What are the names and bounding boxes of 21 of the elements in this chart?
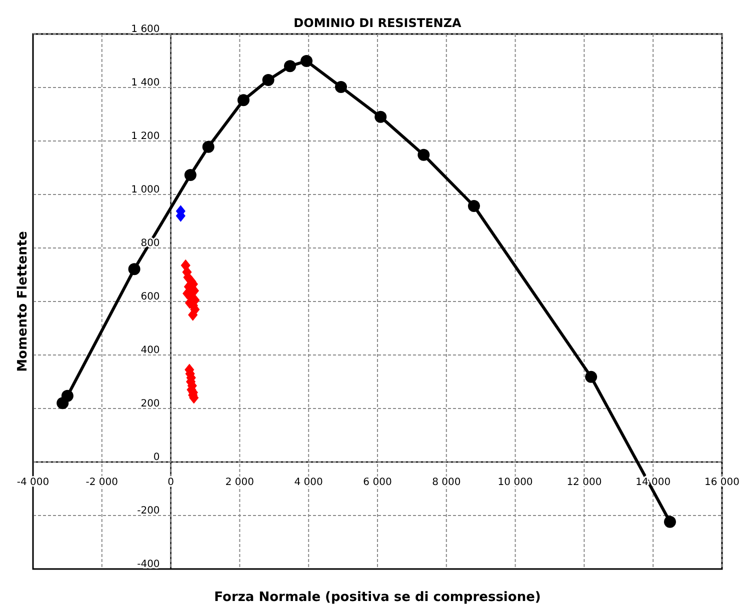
y-tick-label: 400 bbox=[140, 345, 160, 356]
y-tick-label: 0 bbox=[153, 452, 160, 463]
x-tick-label: 4 000 bbox=[294, 477, 323, 488]
y-tick-label: 600 bbox=[140, 292, 160, 302]
x-tick-label: 12 000 bbox=[566, 477, 602, 488]
y-tick-label: 200 bbox=[140, 398, 160, 410]
y-tick-label: 1 400 bbox=[131, 78, 160, 88]
y-tick-label: 1 200 bbox=[131, 131, 160, 142]
x-tick-label: 16 000 bbox=[704, 477, 740, 488]
y-tick-label: -400 bbox=[137, 559, 160, 570]
y-axis-title: Momento Flettente bbox=[16, 230, 31, 372]
y-tick-label: -200 bbox=[137, 506, 160, 516]
x-tick-label: 8 000 bbox=[432, 477, 461, 488]
x-tick-label: 6 000 bbox=[363, 477, 392, 488]
x-tick-label: -2 000 bbox=[86, 477, 118, 488]
y-tick-label: 1 600 bbox=[131, 24, 160, 35]
x-tick-label: 2 000 bbox=[225, 477, 254, 488]
x-axis-title: Forza Normale (positiva se di compressione) bbox=[213, 590, 542, 605]
chart-title: DOMINIO DI RESISTENZA bbox=[294, 16, 462, 30]
y-tick-label: 1 000 bbox=[131, 184, 160, 196]
x-tick-label: 10 000 bbox=[498, 477, 533, 488]
